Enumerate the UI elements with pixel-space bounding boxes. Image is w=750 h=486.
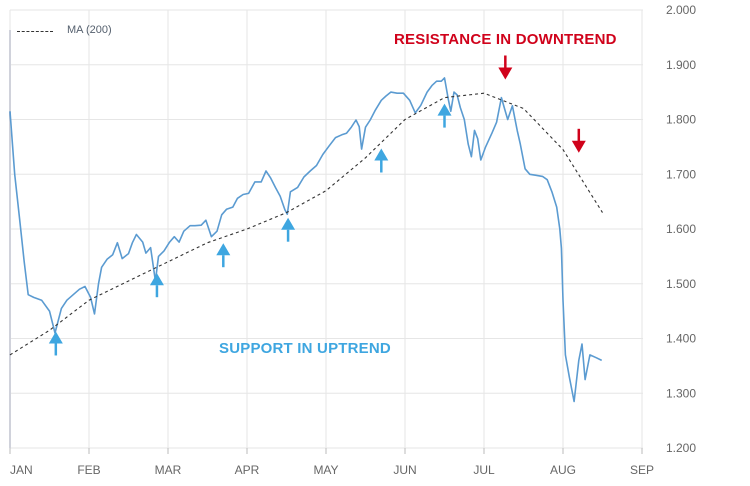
y-tick-label: 1.700 [666,167,696,181]
support-arrow-head [216,243,231,256]
y-tick-label: 1.500 [666,277,696,291]
support-arrow-head [149,273,164,286]
ma-line [9,92,603,356]
y-tick-label: 1.300 [666,386,696,400]
support-arrow-head [281,217,296,230]
x-tick-label: APR [235,463,260,477]
resistance-arrow-head [498,67,513,80]
resistance-annotation: RESISTANCE IN DOWNTREND [394,31,617,48]
ma-legend-label: MA (200) [67,24,112,36]
x-tick-label: JAN [10,463,33,477]
x-tick-label: AUG [550,463,576,477]
y-tick-label: 2.000 [666,3,696,17]
y-axis-ticks: 2.000 1.900 1.800 1.700 1.600 1.500 1.400 1.300… [666,3,696,455]
x-tick-label: JUN [393,463,416,477]
y-tick-label: 1.600 [666,222,696,236]
x-tick-label: JUL [473,463,495,477]
x-tick-label: MAR [155,463,182,477]
series-layer [9,77,603,403]
ma-legend-swatch [17,31,53,32]
y-tick-label: 1.800 [666,113,696,127]
y-tick-label: 1.900 [666,58,696,72]
y-tick-label: 1.200 [666,441,696,455]
month-gridlines [9,10,643,448]
x-axis-ticks: JAN FEB MAR APR MAY JUN JUL AUG SEP [9,448,654,477]
resistance-arrow-head [571,140,586,153]
x-tick-label: FEB [77,463,100,477]
y-tick-label: 1.400 [666,332,696,346]
support-annotation: SUPPORT IN UPTREND [219,340,391,357]
x-tick-label: MAY [313,463,338,477]
price-line [9,77,603,403]
support-arrow-head [437,103,452,116]
support-arrow-head [48,331,63,344]
x-tick-label: SEP [630,463,654,477]
arrow-markers [48,55,586,356]
support-arrow-head [374,148,389,161]
